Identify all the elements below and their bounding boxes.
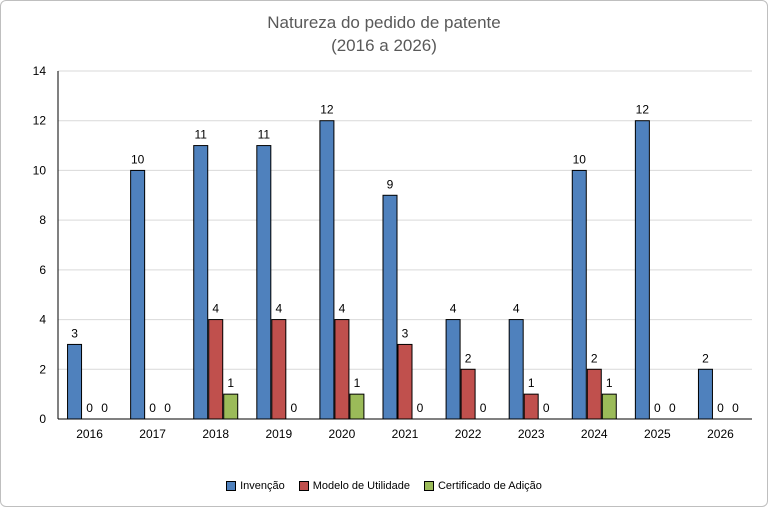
bar <box>445 319 461 420</box>
bar <box>508 319 524 420</box>
bar <box>208 319 224 420</box>
bar <box>601 393 617 420</box>
bar <box>193 145 209 420</box>
data-label: 1 <box>354 376 361 390</box>
bar <box>256 145 272 420</box>
data-label: 4 <box>513 302 520 316</box>
data-label: 4 <box>339 302 346 316</box>
bar <box>523 393 539 420</box>
data-label: 12 <box>320 103 334 117</box>
data-label: 0 <box>543 401 550 415</box>
x-tick-label: 2021 <box>392 427 419 441</box>
data-label: 1 <box>528 376 535 390</box>
x-tick-label: 2023 <box>518 427 545 441</box>
data-label: 0 <box>480 401 487 415</box>
bar <box>319 120 335 420</box>
legend-swatch <box>298 481 309 491</box>
x-tick-label: 2024 <box>581 427 608 441</box>
chart-legend: Invenção Modelo de Utilidade Certificado d… <box>0 480 768 492</box>
y-tick-label: 4 <box>39 313 46 327</box>
x-tick-label: 2018 <box>202 427 229 441</box>
bar <box>130 169 146 420</box>
data-label: 1 <box>606 376 613 390</box>
legend-item: Invenção <box>226 480 285 492</box>
x-tick-label: 2019 <box>265 427 292 441</box>
y-tick-label: 12 <box>33 114 47 128</box>
bar <box>586 368 602 420</box>
x-tick-label: 2025 <box>644 427 671 441</box>
data-label: 3 <box>402 326 409 340</box>
bar <box>634 120 650 420</box>
x-tick-label: 2016 <box>76 427 103 441</box>
bar <box>697 368 713 420</box>
y-tick-label: 8 <box>39 213 46 227</box>
data-label: 3 <box>71 326 78 340</box>
bar <box>460 368 476 420</box>
bar <box>67 343 83 420</box>
data-label: 12 <box>636 103 650 117</box>
data-label: 10 <box>573 152 587 166</box>
data-label: 0 <box>654 401 661 415</box>
legend-item: Certificado de Adição <box>423 480 542 492</box>
data-label: 0 <box>732 401 739 415</box>
data-label: 2 <box>465 351 472 365</box>
y-tick-label: 6 <box>39 263 46 277</box>
legend-label: Modelo de Utilidade <box>312 480 410 492</box>
legend-swatch <box>423 481 434 491</box>
data-label: 10 <box>131 152 145 166</box>
data-label: 0 <box>149 401 156 415</box>
x-tick-label: 2017 <box>139 427 166 441</box>
data-label: 4 <box>275 302 282 316</box>
data-label: 1 <box>227 376 234 390</box>
bar <box>571 169 587 420</box>
data-label: 0 <box>669 401 676 415</box>
data-label: 11 <box>258 128 271 142</box>
chart-subtitle: (2016 a 2026) <box>331 36 437 55</box>
y-tick-label: 2 <box>39 362 46 376</box>
bar <box>397 343 413 420</box>
data-label: 4 <box>212 302 219 316</box>
legend-item: Modelo de Utilidade <box>298 480 410 492</box>
data-label: 11 <box>194 128 207 142</box>
bar <box>271 319 287 420</box>
y-tick-label: 10 <box>33 163 47 177</box>
chart-title: Natureza do pedido de patente <box>267 13 501 32</box>
data-label: 0 <box>101 401 108 415</box>
y-tick-label: 14 <box>33 64 47 78</box>
legend-swatch <box>226 481 237 491</box>
data-label: 9 <box>387 177 394 191</box>
data-label: 0 <box>290 401 297 415</box>
data-label: 0 <box>86 401 93 415</box>
bar <box>382 194 398 420</box>
legend-label: Invenção <box>240 480 285 492</box>
x-tick-label: 2026 <box>707 427 734 441</box>
data-label: 2 <box>591 351 598 365</box>
y-tick-label: 0 <box>39 412 46 426</box>
bar <box>349 393 365 420</box>
data-label: 0 <box>164 401 171 415</box>
bar <box>334 319 350 420</box>
data-label: 0 <box>417 401 424 415</box>
x-tick-label: 2020 <box>329 427 356 441</box>
data-label: 2 <box>702 351 709 365</box>
legend-label: Certificado de Adição <box>437 480 542 492</box>
data-label: 0 <box>717 401 724 415</box>
data-label: 4 <box>450 302 457 316</box>
bar <box>223 393 239 420</box>
x-tick-label: 2022 <box>455 427 482 441</box>
